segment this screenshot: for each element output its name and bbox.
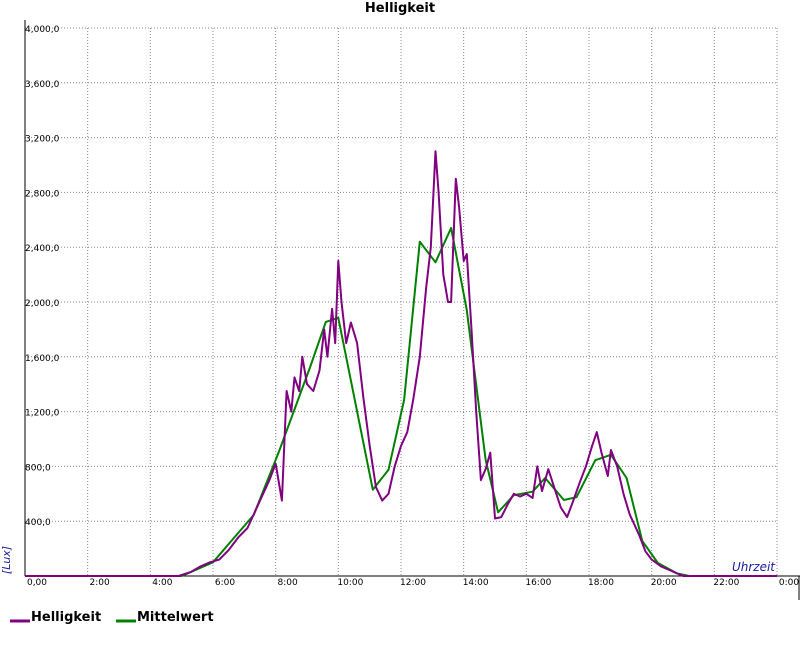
- x-tick-label: 12:00: [400, 578, 426, 588]
- series-line: [25, 150, 777, 577]
- x-tick-label: 0,00: [27, 578, 47, 588]
- x-tick-label: 20:00: [651, 578, 677, 588]
- y-tick-label: 1,200,0: [25, 409, 60, 419]
- y-tick-label: 2,000,0: [25, 299, 60, 309]
- y-tick-label: 3,600,0: [25, 80, 60, 90]
- x-tick-label: 16:00: [525, 578, 551, 588]
- x-tick-label: 6:00: [215, 578, 235, 588]
- y-tick-label: 1,600,0: [25, 354, 60, 364]
- x-axis-label: Uhrzeit: [732, 560, 776, 574]
- chart-title: Helligkeit: [365, 1, 435, 16]
- x-tick-label: 2:00: [90, 578, 110, 588]
- legend-label: Helligkeit: [31, 610, 101, 625]
- y-tick-label: 3,200,0: [25, 135, 60, 145]
- x-tick-label: 8:00: [278, 578, 298, 588]
- y-tick-label: 2,800,0: [25, 189, 60, 199]
- y-axis-label: [Lux]: [0, 546, 13, 574]
- y-tick-label: 4,000,0: [25, 25, 60, 35]
- x-tick-label: 0:00: [779, 578, 799, 588]
- x-tick-label: 14:00: [463, 578, 489, 588]
- y-tick-label: 800,0: [25, 463, 51, 473]
- y-tick-label: 2,400,0: [25, 244, 60, 254]
- series-line: [25, 227, 777, 577]
- x-tick-label: 18:00: [588, 578, 614, 588]
- x-tick-label: 10:00: [337, 578, 363, 588]
- legend-label: Mittelwert: [137, 610, 214, 625]
- x-tick-label: 4:00: [152, 578, 172, 588]
- y-tick-label: 400,0: [25, 518, 51, 528]
- x-tick-label: 22:00: [713, 578, 739, 588]
